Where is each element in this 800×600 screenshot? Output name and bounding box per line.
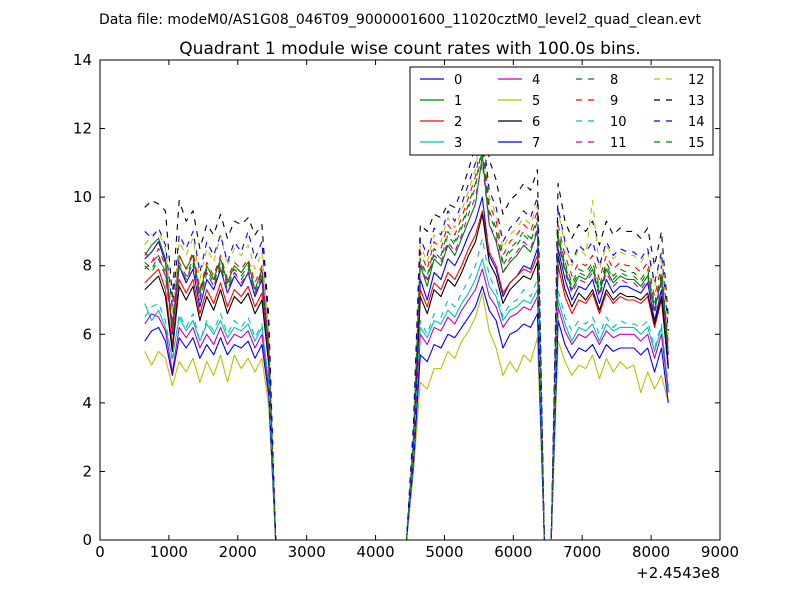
x-tick-label: 7000	[563, 543, 601, 561]
series-line-4	[144, 268, 669, 540]
y-tick-label: 8	[82, 257, 92, 275]
series-line-3	[144, 258, 669, 540]
legend-label-7: 7	[532, 136, 540, 151]
legend-label-1: 1	[454, 94, 462, 109]
plot-series	[144, 93, 669, 540]
series-line-6	[144, 213, 669, 540]
series-line-15	[144, 145, 669, 540]
legend-label-14: 14	[688, 115, 705, 130]
legend-label-13: 13	[688, 94, 705, 109]
x-tick-label: 3000	[288, 543, 326, 561]
series-line-7	[144, 285, 669, 540]
chart-title: Quadrant 1 module wise count rates with …	[179, 39, 640, 59]
legend-label-10: 10	[610, 115, 627, 130]
x-tick-label: 8000	[632, 543, 670, 561]
legend-label-15: 15	[688, 136, 705, 151]
y-tick-label: 0	[82, 531, 92, 549]
legend-label-12: 12	[688, 73, 705, 88]
series-line-8	[144, 148, 669, 540]
series-line-0	[144, 196, 669, 540]
legend-label-6: 6	[532, 115, 540, 130]
y-tick-label: 6	[82, 325, 92, 343]
x-tick-label: 4000	[356, 543, 394, 561]
x-tick-label: 6000	[494, 543, 532, 561]
x-tick-label: 2000	[219, 543, 257, 561]
legend-label-8: 8	[610, 73, 618, 88]
series-line-1	[144, 155, 669, 540]
y-tick-label: 14	[73, 51, 92, 69]
y-tick-label: 2	[82, 462, 92, 480]
axes-frame	[99, 59, 721, 541]
y-tick-label: 12	[73, 120, 92, 138]
x-offset-label: +2.4543e8	[636, 564, 720, 582]
x-tick-label: 9000	[701, 543, 739, 561]
legend-label-0: 0	[454, 73, 462, 88]
y-tick-label: 10	[73, 188, 92, 206]
figure-suptitle: Data file: modeM0/AS1G08_046T09_90000016…	[99, 12, 701, 28]
legend-label-3: 3	[454, 136, 462, 151]
legend-label-2: 2	[454, 115, 462, 130]
legend-label-4: 4	[532, 73, 540, 88]
series-line-11	[144, 162, 669, 540]
legend-label-9: 9	[610, 94, 618, 109]
series-line-14	[144, 128, 669, 540]
x-tick-label: 0	[95, 543, 105, 561]
series-line-2	[144, 210, 669, 540]
axis-ticks: 0 1000 2000 3000 4000 5000 6000 7000 8000 9000 0 2 4…	[73, 51, 739, 561]
legend-box	[409, 66, 714, 156]
series-line-5	[144, 292, 669, 540]
x-tick-label: 1000	[150, 543, 188, 561]
x-tick-label: 5000	[425, 543, 463, 561]
y-tick-label: 4	[82, 394, 92, 412]
legend-label-5: 5	[532, 94, 540, 109]
legend-label-11: 11	[610, 136, 627, 151]
series-line-9	[144, 134, 669, 540]
